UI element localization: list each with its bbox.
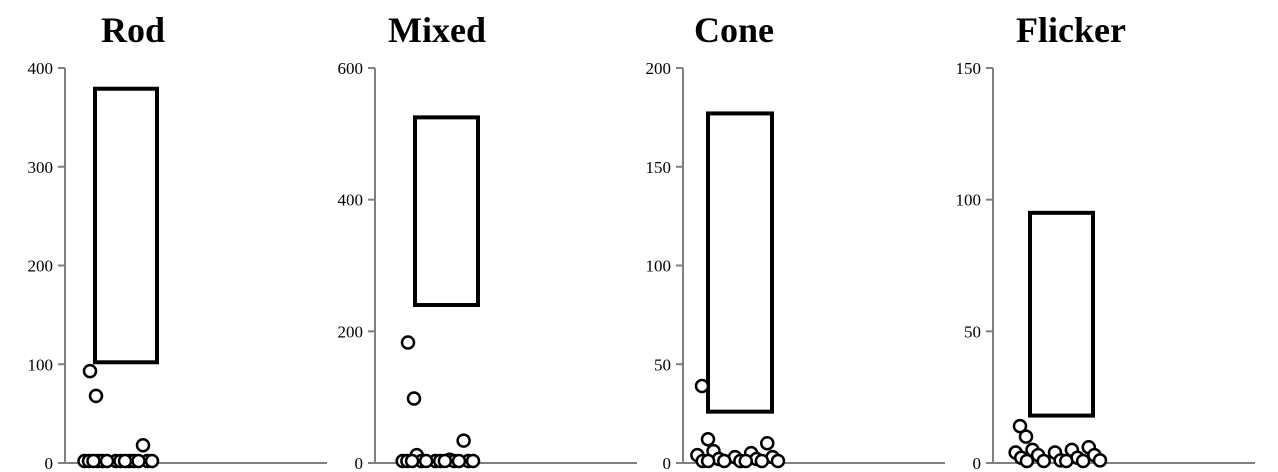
y-tick-label: 300: [28, 158, 54, 177]
y-tick-label: 200: [646, 59, 672, 78]
data-point: [1012, 418, 1028, 434]
data-point: [144, 453, 160, 469]
data-point: [1018, 429, 1034, 444]
chart-title: Flicker: [1016, 10, 1126, 50]
y-tick-label: 100: [28, 355, 54, 374]
chart-panel: Flicker 0 50 100 150: [956, 10, 1255, 472]
data-point: [770, 453, 786, 469]
y-tick-label: 50: [964, 322, 981, 341]
chart-title: Cone: [694, 10, 774, 50]
data-point: [456, 433, 471, 448]
chart-panel: Cone 0 50 100 150 200: [646, 10, 945, 472]
y-tick-label: 50: [654, 355, 671, 374]
data-point: [1036, 453, 1051, 469]
data-point: [1059, 453, 1074, 469]
data-point: [437, 453, 453, 469]
y-tick-label: 400: [338, 191, 364, 210]
y-tick-label: 0: [973, 454, 982, 472]
chart-title: Mixed: [388, 10, 486, 50]
data-point: [406, 391, 422, 406]
data-point: [700, 453, 716, 469]
range-box: [413, 115, 480, 307]
data-point: [404, 453, 420, 469]
data-point: [135, 437, 151, 453]
y-tick-label: 150: [956, 59, 982, 78]
y-tick-label: 100: [956, 191, 982, 210]
data-point: [418, 453, 434, 469]
data-point: [99, 453, 115, 469]
data-point: [451, 453, 467, 469]
range-box: [706, 111, 774, 414]
y-tick-label: 0: [45, 454, 54, 472]
y-tick-label: 100: [646, 257, 672, 276]
chart-panel: Rod 0 100 200 300 400: [28, 10, 327, 472]
data-point: [717, 453, 732, 469]
data-point: [86, 453, 101, 469]
chart-title: Rod: [101, 10, 165, 50]
data-point: [694, 378, 710, 394]
y-tick-label: 0: [355, 454, 364, 472]
y-tick-label: 600: [338, 59, 364, 78]
data-point: [88, 388, 104, 404]
data-point: [738, 453, 753, 469]
data-point: [82, 363, 98, 379]
y-tick-label: 150: [646, 158, 672, 177]
y-tick-label: 200: [338, 322, 364, 341]
data-point: [1019, 453, 1035, 469]
data-point: [400, 335, 416, 350]
data-point: [465, 453, 481, 469]
data-point: [700, 432, 716, 447]
range-box: [93, 86, 159, 365]
y-tick-label: 200: [28, 257, 54, 276]
data-point: [131, 453, 146, 469]
y-tick-label: 400: [28, 59, 54, 78]
chart-panel: Mixed 0 200 400 600: [338, 10, 637, 472]
data-point: [1092, 453, 1108, 468]
y-tick-label: 0: [663, 454, 672, 472]
data-point: [1075, 453, 1091, 469]
data-point: [117, 453, 133, 469]
data-point: [760, 436, 775, 451]
range-box: [1028, 210, 1095, 418]
data-point: [754, 453, 770, 469]
